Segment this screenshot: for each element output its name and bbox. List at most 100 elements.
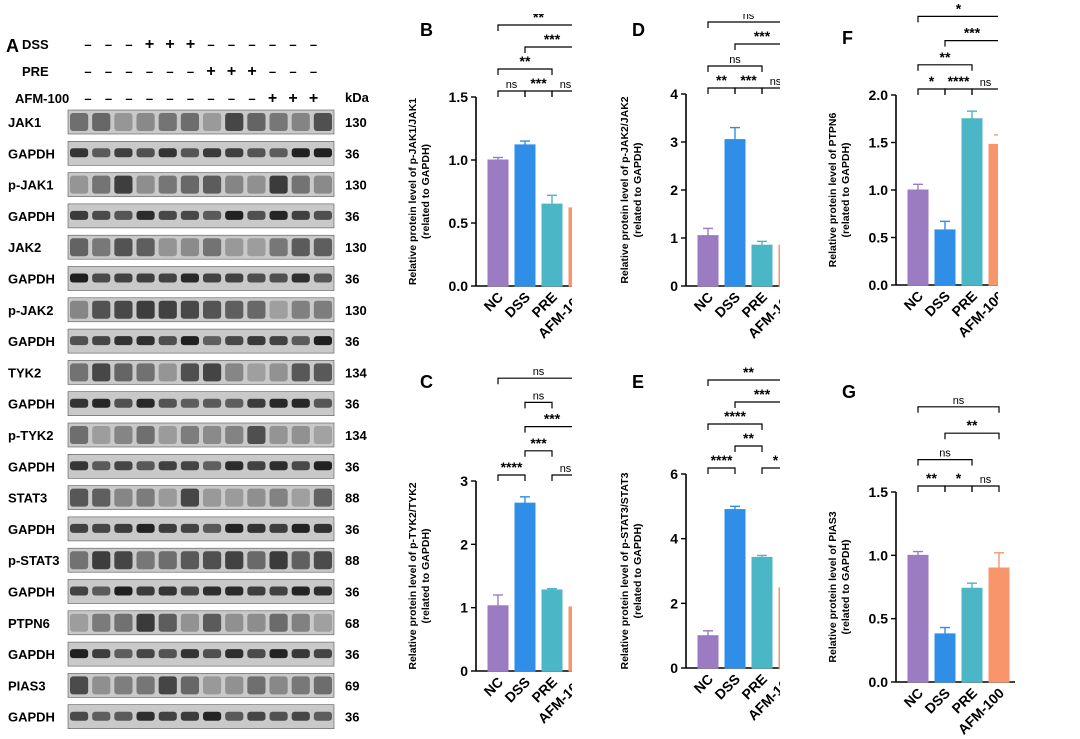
blot-band (158, 461, 177, 471)
blot-band (158, 210, 177, 220)
blot-band (114, 613, 133, 632)
significance-label: ** (520, 53, 531, 69)
treatment-sign: – (187, 91, 194, 106)
significance-bracket (497, 90, 526, 97)
blot-band (180, 300, 199, 319)
blot-strip (67, 266, 335, 291)
blot-band (203, 551, 222, 570)
blot-band (203, 488, 222, 507)
blot-band (158, 649, 177, 659)
blot-band (291, 523, 310, 533)
significance-bracket (524, 90, 553, 97)
significance-label: ns (729, 54, 741, 66)
blot-strip (67, 579, 335, 604)
blot-band (114, 676, 133, 695)
blot-band (70, 586, 89, 596)
treatment-sign: + (186, 36, 195, 53)
bar-dss (934, 633, 956, 683)
blot-band (225, 649, 244, 659)
blot-band (313, 488, 332, 507)
blot-strip (67, 360, 335, 385)
bar-nc (907, 189, 929, 286)
treatment-sign: – (289, 37, 296, 52)
kda-value: 36 (345, 146, 359, 161)
blot-band (247, 238, 266, 257)
blot-band (247, 711, 266, 721)
blot-band (92, 238, 111, 257)
blot-band (291, 711, 310, 721)
blot-band (136, 363, 155, 382)
y-axis-label: (related to GAPDH) (420, 144, 432, 239)
y-tick-label: 1.0 (449, 152, 469, 168)
blot-band (70, 300, 89, 319)
blot-band (291, 586, 310, 596)
blot-band (225, 113, 244, 131)
x-tick-label: DSS (921, 685, 953, 717)
western-blot-panel: A DSS – – – + + + – – – – – –PRE – – – – – – + + + – – –AFM-100– –… (6, 36, 370, 730)
bar-afm-100 (568, 606, 572, 672)
y-tick-label: 0.0 (869, 674, 889, 690)
x-tick-label: DSS (711, 289, 743, 321)
significance-bracket (707, 467, 736, 474)
blot-band (225, 488, 244, 507)
blot-band (203, 649, 222, 659)
blot-band (70, 461, 89, 471)
band-label: TYK2 (8, 365, 41, 380)
blot-strip (67, 297, 335, 323)
treatment-sign: – (228, 91, 235, 106)
blot-band (70, 398, 89, 408)
significance-bracket (524, 426, 572, 433)
blot-band (114, 300, 133, 319)
blot-band (70, 238, 89, 257)
y-tick-label: 4 (670, 86, 678, 102)
blot-band (70, 336, 89, 346)
significance-label: **** (724, 408, 746, 424)
blot-band (180, 148, 199, 158)
panel-label: B (420, 20, 433, 40)
blot-band (70, 175, 89, 194)
bar-dss (514, 144, 536, 287)
blot-band (158, 551, 177, 570)
blot-band (136, 238, 155, 257)
treatment-sign: – (310, 37, 317, 52)
significance-label: ns (770, 76, 780, 88)
blot-band (225, 426, 244, 444)
band-label: p-JAK2 (8, 303, 54, 318)
y-tick-label: 2 (670, 182, 678, 198)
blot-band (114, 426, 133, 444)
band-label: JAK2 (8, 240, 41, 255)
blot-band (70, 363, 89, 382)
significance-label: ** (940, 49, 951, 65)
y-axis-label: (related to GAPDH) (632, 523, 644, 618)
kda-value: 36 (345, 209, 359, 224)
y-axis-label: (related to GAPDH) (840, 539, 852, 634)
significance-bracket (524, 46, 572, 53)
blot-band (136, 711, 155, 721)
y-tick-label: 2 (460, 536, 468, 552)
blot-band (291, 676, 310, 695)
blot-band (247, 586, 266, 596)
blot-band (114, 586, 133, 596)
blot-band (158, 300, 177, 319)
y-tick-label: 2 (670, 595, 678, 611)
blot-band (313, 649, 332, 659)
kda-value: 36 (345, 522, 359, 537)
blot-band (291, 300, 310, 319)
blot-band (225, 273, 244, 283)
y-tick-label: 3 (670, 134, 678, 150)
band-label: JAK1 (8, 115, 41, 130)
kda-value: 36 (345, 710, 359, 725)
blot-band (180, 238, 199, 257)
bar-pre (541, 203, 563, 287)
blot-band (70, 613, 89, 632)
blot-strip (67, 610, 335, 636)
band-label: PIAS3 (8, 678, 46, 693)
significance-bracket (707, 87, 736, 94)
treatment-sign: – (125, 64, 132, 79)
bar-afm-100 (988, 567, 1010, 683)
treatment-sign: – (289, 64, 296, 79)
blot-band (180, 523, 199, 533)
significance-label: *** (754, 386, 771, 402)
blot-band (70, 488, 89, 507)
blot-band (114, 398, 133, 408)
